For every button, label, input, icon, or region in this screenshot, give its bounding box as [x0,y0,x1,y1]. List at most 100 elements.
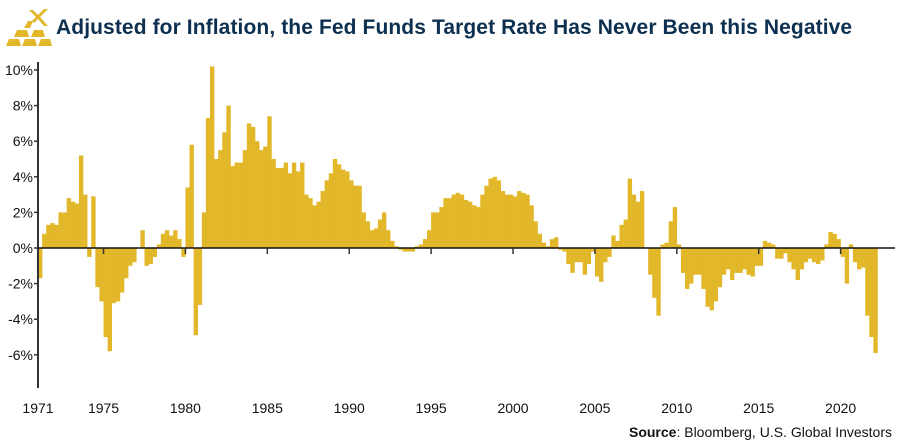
bar-2000-q4 [525,194,530,248]
bar-2003-q2 [566,248,571,265]
bar-1975-q3 [111,248,117,304]
bar-2006-q1 [611,235,616,248]
bar-2002-q3 [553,237,559,248]
x-tick-label: 2000 [497,400,528,416]
x-tick-label: 1985 [252,400,283,416]
y-tick-label: 10% [5,62,33,78]
bar-1991-q4 [377,219,383,248]
bar-1976-q1 [119,248,125,293]
bar-1993-q2 [402,248,407,252]
bar-1985-q1 [267,116,272,248]
bar-2002-q1 [545,246,551,248]
bar-1978-q1 [152,248,158,257]
x-tick-label: 2020 [825,400,856,416]
bar-2011-q1 [693,248,698,275]
bar-1991-q3 [373,228,379,248]
bar-1991-q1 [365,221,370,248]
bar-1980-q4 [197,248,203,305]
bar-1980-q1 [185,187,190,248]
bar-1995-q2 [435,212,440,248]
bar-1975-q2 [107,248,112,352]
bar-2009-q2 [664,242,669,248]
bar-1974-q1 [87,248,92,257]
bar-2004-q1 [578,248,583,263]
bar-1982-q3 [226,105,231,248]
bar-1974-q4 [99,248,104,302]
bar-2005-q4 [607,248,612,257]
bar-1996-q2 [451,194,456,248]
bars [38,66,878,354]
bar-1977-q2 [140,230,145,248]
y-tick-label: -4% [8,311,33,327]
bar-2007-q2 [631,194,637,248]
bar-2018-q2 [811,248,817,263]
bar-2009-q4 [672,207,678,248]
bar-1971-q4 [50,223,55,248]
bar-1994-q4 [427,230,432,248]
bar-1988-q4 [328,173,334,248]
bar-2021-q3 [865,248,870,316]
bar-2009-q1 [660,244,665,248]
source-label: Source [628,424,677,440]
source-text: : Bloomberg, U.S. Global Investors [676,424,892,440]
bar-1985-q3 [275,167,280,248]
bar-1979-q3 [177,239,182,248]
bar-2008-q3 [652,248,657,298]
bar-1975-q4 [115,248,121,302]
bar-2019-q4 [836,239,841,248]
bar-1987-q2 [304,194,309,248]
bar-1972-q1 [54,224,59,248]
bar-1983-q1 [234,162,239,248]
bar-1982-q1 [218,150,223,248]
bar-2015-q2 [762,240,768,248]
x-tick-label: 1995 [416,400,447,416]
bar-2003-q1 [562,248,567,252]
bar-2008-q4 [656,248,661,316]
bar-2020-q2 [844,248,850,284]
bar-1983-q3 [242,150,248,248]
bar-1994-q3 [422,239,428,248]
bar-2015-q4 [771,244,776,248]
bar-1998-q2 [484,185,489,248]
bar-1987-q1 [300,162,305,248]
bar-1998-q4 [492,176,497,248]
bar-1984-q2 [255,141,260,248]
bar-2009-q3 [668,221,674,248]
bar-2016-q4 [787,248,792,263]
x-tick-label: 1975 [88,400,119,416]
bar-1994-q2 [418,244,424,248]
bar-1999-q1 [496,180,502,248]
bar-2004-q3 [586,248,592,265]
bar-1981-q2 [205,118,211,248]
bar-2001-q2 [533,221,538,248]
bar-1981-q3 [209,66,215,248]
bar-2002-q2 [549,239,555,248]
bar-1973-q3 [78,155,84,248]
bar-1978-q2 [156,244,162,248]
bar-2015-q1 [758,248,764,266]
bar-2021-q4 [869,248,874,337]
bar-2005-q2 [599,248,604,282]
bar-1982-q2 [222,132,227,248]
bar-1992-q1 [381,212,387,248]
bar-1999-q2 [500,191,506,248]
chart-title: Adjusted for Inflation, the Fed Funds Ta… [56,16,853,39]
bar-1977-q4 [148,248,153,265]
bar-2021-q2 [861,248,866,268]
bar-2016-q1 [775,248,780,259]
y-tick-label: 6% [13,133,33,149]
bar-1988-q2 [320,191,325,248]
bar-2002-q4 [558,248,563,250]
bar-2020-q3 [848,244,854,248]
bar-1998-q1 [480,194,485,248]
bar-2020-q4 [852,248,858,263]
bar-2010-q1 [676,244,682,248]
bar-1982-q4 [230,166,235,248]
bar-1972-q4 [66,198,72,248]
bar-2021-q1 [857,248,862,270]
bar-2010-q4 [689,248,694,284]
bar-1979-q2 [173,230,178,248]
bar-2005-q3 [603,248,608,263]
y-tick-label: 2% [13,204,33,220]
